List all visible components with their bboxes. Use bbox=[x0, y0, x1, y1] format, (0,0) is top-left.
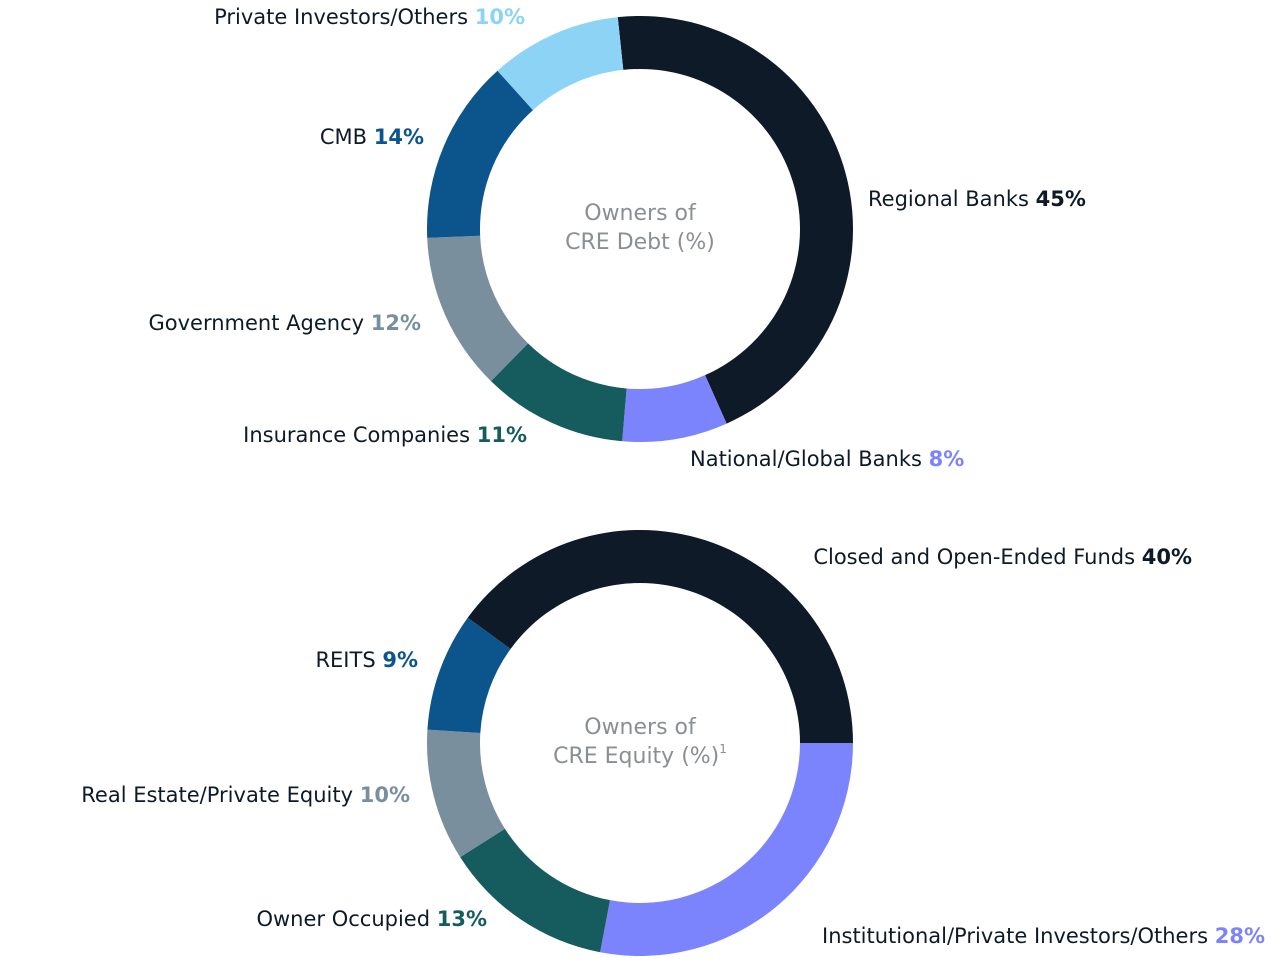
center-title-line: Owners of bbox=[584, 201, 697, 226]
segment-label: Owner Occupied 13% bbox=[256, 907, 487, 931]
category-name: Real Estate/Private Equity bbox=[81, 783, 353, 807]
segment-label: National/Global Banks 8% bbox=[690, 447, 964, 471]
segment-label: Government Agency 12% bbox=[149, 311, 422, 335]
donut-segment bbox=[490, 343, 627, 442]
category-name: REITS bbox=[315, 648, 375, 672]
value-label: 13% bbox=[437, 907, 487, 931]
value-label: 14% bbox=[374, 125, 424, 149]
category-name: National/Global Banks bbox=[690, 447, 922, 471]
donut-segment bbox=[426, 70, 533, 238]
segment-label: REITS 9% bbox=[315, 648, 418, 672]
category-name: Regional Banks bbox=[868, 187, 1029, 211]
category-name: Government Agency bbox=[149, 311, 365, 335]
category-name: Institutional/Private Investors/Others bbox=[822, 924, 1208, 948]
center-title-line: CRE Debt (%) bbox=[565, 230, 715, 255]
center-title: CRE Debt (%) bbox=[565, 230, 715, 255]
category-name: Insurance Companies bbox=[243, 423, 470, 447]
donut-segment bbox=[617, 15, 854, 424]
segment-label: Private Investors/Others 10% bbox=[214, 5, 525, 29]
donut-segment bbox=[600, 743, 853, 956]
value-label: 10% bbox=[360, 783, 410, 807]
donut-segment bbox=[497, 17, 624, 111]
center-title: Owners of bbox=[584, 715, 697, 740]
segment-label: CMB 14% bbox=[320, 125, 424, 149]
category-name: Private Investors/Others bbox=[214, 5, 468, 29]
segment-label: Institutional/Private Investors/Others 2… bbox=[822, 924, 1265, 948]
donut-segment bbox=[427, 729, 505, 858]
segment-label: Real Estate/Private Equity 10% bbox=[81, 783, 410, 807]
value-label: 12% bbox=[371, 311, 421, 335]
value-label: 11% bbox=[477, 423, 527, 447]
center-title-line: CRE Equity (%) bbox=[553, 744, 719, 769]
category-name: Owner Occupied bbox=[256, 907, 430, 931]
center-title: CRE Equity (%)1 bbox=[553, 742, 727, 770]
value-label: 45% bbox=[1036, 187, 1086, 211]
donut-segment bbox=[427, 235, 529, 382]
segment-label: Insurance Companies 11% bbox=[243, 423, 527, 447]
value-label: 28% bbox=[1215, 924, 1265, 948]
donut-segment bbox=[427, 617, 511, 733]
center-title: Owners of bbox=[584, 201, 697, 226]
donut-segment bbox=[460, 828, 611, 953]
category-name: Closed and Open-Ended Funds bbox=[813, 545, 1135, 569]
donut-segment bbox=[622, 375, 727, 443]
segment-label: Regional Banks 45% bbox=[868, 187, 1086, 211]
value-label: 9% bbox=[382, 648, 418, 672]
value-label: 8% bbox=[929, 447, 965, 471]
center-title-line: Owners of bbox=[584, 715, 697, 740]
donut-segment bbox=[467, 530, 853, 743]
value-label: 10% bbox=[475, 5, 525, 29]
footnote-marker: 1 bbox=[719, 742, 727, 756]
value-label: 40% bbox=[1142, 545, 1192, 569]
segment-label: Closed and Open-Ended Funds 40% bbox=[813, 545, 1192, 569]
category-name: CMB bbox=[320, 125, 367, 149]
